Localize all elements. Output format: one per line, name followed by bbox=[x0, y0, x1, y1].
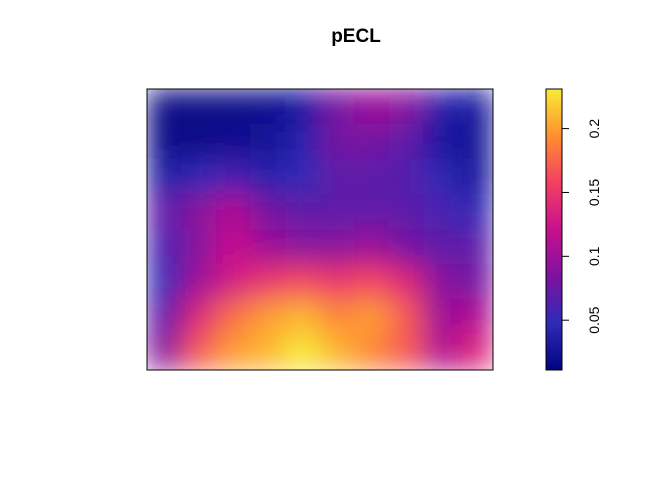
heatmap-cell bbox=[457, 264, 493, 301]
heatmap-cell bbox=[284, 264, 321, 301]
heatmap-cell bbox=[284, 229, 321, 266]
heatmap-cell bbox=[319, 193, 356, 230]
heatmap-cell bbox=[457, 89, 493, 125]
heatmap-cell bbox=[250, 299, 286, 336]
heatmap-cell bbox=[215, 229, 252, 266]
heatmap-cell bbox=[215, 158, 252, 195]
heatmap-cell bbox=[284, 299, 321, 336]
heatmap-cell bbox=[354, 89, 390, 125]
heatmap-cell bbox=[423, 334, 459, 370]
heatmap-cell bbox=[388, 264, 425, 301]
heatmap-cell bbox=[354, 123, 390, 160]
heatmap-cell bbox=[423, 299, 459, 336]
heatmap-cell bbox=[181, 264, 217, 301]
plot-border bbox=[146, 88, 494, 371]
heatmap-cell bbox=[388, 193, 425, 230]
heatmap-cell bbox=[181, 193, 217, 230]
heatmap-cell bbox=[388, 229, 425, 266]
heatmap-cell bbox=[250, 264, 286, 301]
heatmap-cell bbox=[181, 334, 217, 370]
heatmap-cell bbox=[284, 193, 321, 230]
heatmap-cell bbox=[457, 229, 493, 266]
heatmap-cell bbox=[388, 299, 425, 336]
heatmap-cell bbox=[284, 89, 321, 125]
heatmap-cell bbox=[215, 123, 252, 160]
heatmap-cell bbox=[215, 264, 252, 301]
heatmap-cell bbox=[423, 229, 459, 266]
colorbar-tick-label: 0.1 bbox=[586, 246, 602, 266]
heatmap-cell bbox=[147, 264, 183, 301]
heatmap-cell bbox=[354, 229, 390, 266]
heatmap-cell bbox=[147, 334, 183, 370]
heatmap-cell bbox=[354, 193, 390, 230]
heatmap-cell bbox=[215, 299, 252, 336]
heatmap-cell bbox=[250, 89, 286, 125]
heatmap-cell bbox=[181, 123, 217, 160]
heatmap-cell bbox=[354, 158, 390, 195]
heatmap-cell bbox=[457, 193, 493, 230]
heatmap-cell bbox=[423, 123, 459, 160]
heatmap-cell bbox=[250, 123, 286, 160]
heatmap-cell bbox=[319, 158, 356, 195]
heatmap-cells bbox=[147, 89, 493, 370]
heatmap-cell bbox=[457, 158, 493, 195]
colorbar-axis: 0.05 0.1 0.15 0.2 bbox=[561, 119, 602, 334]
heatmap-cell bbox=[250, 158, 286, 195]
heatmap-cell bbox=[319, 264, 356, 301]
heatmap-cell bbox=[423, 264, 459, 301]
heatmap-cell bbox=[215, 193, 252, 230]
heatmap-cell bbox=[388, 123, 425, 160]
heatmap-cell bbox=[319, 89, 356, 125]
colorbar-tick-label: 0.15 bbox=[586, 179, 602, 206]
heatmap bbox=[147, 89, 493, 370]
heatmap-cell bbox=[457, 299, 493, 336]
heatmap-cell bbox=[147, 158, 183, 195]
heatmap-cell bbox=[250, 229, 286, 266]
heatmap-cell bbox=[147, 229, 183, 266]
heatmap-cell bbox=[319, 334, 356, 370]
heatmap-cell bbox=[181, 89, 217, 125]
heatmap-cell bbox=[284, 158, 321, 195]
heatmap-cell bbox=[284, 123, 321, 160]
heatmap-cell bbox=[147, 89, 183, 125]
heatmap-cell bbox=[147, 123, 183, 160]
heatmap-cell bbox=[250, 193, 286, 230]
heatmap-cell bbox=[319, 299, 356, 336]
heatmap-cell bbox=[423, 193, 459, 230]
heatmap-cell bbox=[284, 334, 321, 370]
heatmap-cell bbox=[354, 299, 390, 336]
heatmap-cell bbox=[423, 158, 459, 195]
heatmap-cell bbox=[181, 299, 217, 336]
colorbar bbox=[545, 88, 563, 371]
heatmap-cell bbox=[181, 229, 217, 266]
heatmap-cell bbox=[250, 334, 286, 370]
heatmap-cell bbox=[423, 89, 459, 125]
heatmap-cell bbox=[457, 334, 493, 370]
heatmap-cell bbox=[388, 334, 425, 370]
heatmap-cell bbox=[215, 334, 252, 370]
colorbar-tick-label: 0.2 bbox=[586, 119, 602, 139]
heatmap-cell bbox=[319, 229, 356, 266]
heatmap-cell bbox=[147, 193, 183, 230]
heatmap-cell bbox=[181, 158, 217, 195]
heatmap-cell bbox=[388, 158, 425, 195]
heatmap-cell bbox=[388, 89, 425, 125]
colorbar-tick-label: 0.05 bbox=[586, 306, 602, 333]
heatmap-cell bbox=[147, 299, 183, 336]
heatmap-cell bbox=[354, 264, 390, 301]
heatmap-cell bbox=[457, 123, 493, 160]
heatmap-cell bbox=[354, 334, 390, 370]
chart-title: pECL bbox=[331, 26, 381, 47]
heatmap-cell bbox=[319, 123, 356, 160]
heatmap-cell bbox=[215, 89, 252, 125]
